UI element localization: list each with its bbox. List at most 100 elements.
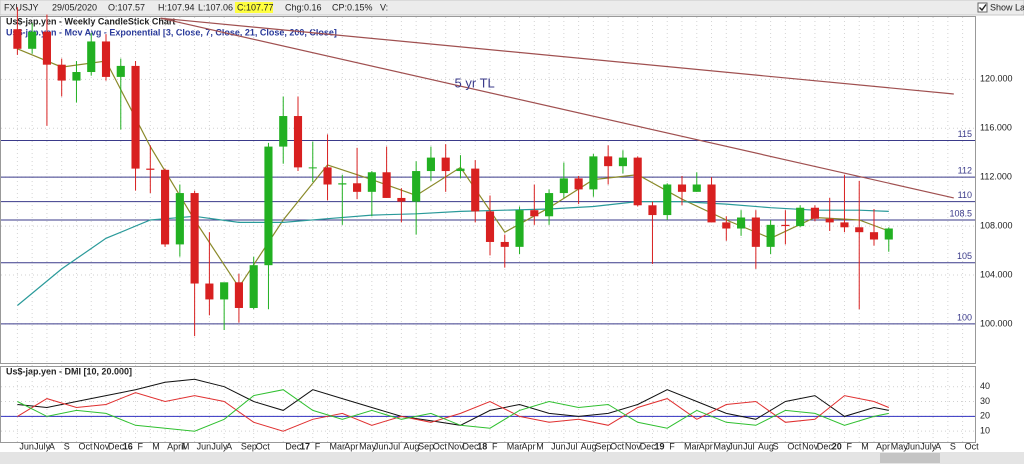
level-label: 115 (958, 129, 972, 139)
x-tick-label: Sep (418, 441, 434, 451)
candle-body (338, 183, 347, 185)
x-tick-label: Nov (802, 441, 819, 451)
candle-body (604, 156, 613, 167)
dmi-line (17, 389, 889, 432)
x-tick-label: Apr (344, 441, 358, 451)
open: O:107.57 (108, 2, 145, 12)
x-tick-label: Dec (285, 441, 302, 451)
candle-body (205, 283, 214, 300)
candle-body (884, 228, 893, 240)
candle-body (722, 222, 731, 229)
candle-body (825, 218, 834, 223)
x-tick-label: F (138, 441, 144, 451)
change-pct: CP:0.15% (332, 2, 373, 12)
x-tick-label: Mar (330, 441, 346, 451)
volume: V: (380, 2, 388, 12)
x-tick-label: 20 (832, 441, 842, 451)
x-tick-label: July (211, 441, 228, 451)
x-tick-label: Jun (551, 441, 566, 451)
dmi-line (17, 392, 889, 432)
candle-body (220, 282, 229, 300)
candle-body (382, 172, 391, 198)
x-tick-label: S (950, 441, 956, 451)
x-tick-label: Dec (817, 441, 834, 451)
annotation: 5 yr TL (455, 76, 495, 91)
candle-body (751, 217, 760, 247)
scroll-thumb[interactable] (880, 453, 940, 463)
candle-body (264, 146, 273, 266)
main-subtitle: Us$-jap.yen - Mov Avg - Exponential [3, … (6, 27, 337, 37)
x-tick-label: Jul (389, 441, 401, 451)
y-tick-label: 116.000 (980, 123, 1012, 133)
candle-body (323, 167, 332, 185)
candle-body (161, 169, 170, 245)
change: Chg:0.16 (285, 2, 322, 12)
x-tick-label: Aug (403, 441, 419, 451)
level-label: 105 (957, 251, 972, 261)
show-last-checkbox[interactable] (977, 2, 988, 13)
level-label: 112 (958, 166, 972, 176)
x-tick-label: Oct (433, 441, 448, 451)
x-tick-label: Jul (743, 441, 755, 451)
high: H:107.94 (158, 2, 195, 12)
candle-body (412, 171, 421, 202)
candle-body (13, 29, 22, 49)
x-tick-label: Oct (78, 441, 93, 451)
x-tick-label: F (669, 441, 675, 451)
candle-body (116, 65, 125, 77)
x-tick-label: Nov (93, 441, 110, 451)
candle-body (796, 207, 805, 227)
main-panel (0, 16, 976, 364)
x-tick-label: 16 (123, 441, 133, 451)
x-tick-label: Jun (374, 441, 389, 451)
candle-body (28, 31, 37, 49)
candle-body (353, 183, 362, 192)
x-tick-label: Mar (507, 441, 523, 451)
candle-body (530, 210, 539, 217)
candle-body (485, 211, 495, 242)
x-tick-label: Oct (256, 441, 271, 451)
candle-body (781, 224, 790, 227)
candle-body (72, 72, 81, 81)
candle-body (190, 193, 199, 284)
x-tick-label: S (773, 441, 779, 451)
x-tick-label: Dec (462, 441, 479, 451)
x-tick-label: F (315, 441, 321, 451)
candle-body (234, 282, 243, 308)
candle-body (456, 168, 465, 172)
candle-body (633, 157, 642, 206)
candle-body (663, 184, 672, 216)
x-tick-label: Jun (906, 441, 921, 451)
x-tick-label: Apr (876, 441, 890, 451)
x-tick-label: Aug (581, 441, 597, 451)
candle-body (855, 227, 864, 233)
x-tick-label: May (891, 441, 909, 451)
x-tick-label: A (226, 441, 232, 451)
level-label: 108.5 (949, 208, 972, 218)
x-tick-label: May (359, 441, 377, 451)
show-last-label[interactable]: Show Last (990, 2, 1024, 12)
y-tick-label: 40 (980, 381, 990, 391)
x-tick-label: July (34, 441, 51, 451)
trendline (160, 17, 954, 95)
dmi-title: Us$-jap.yen - DMI [10, 20.000] (6, 366, 132, 376)
candle-body (677, 184, 687, 192)
candle-body (574, 178, 583, 190)
x-tick-label: July (920, 441, 937, 451)
candle-body (42, 31, 51, 65)
x-tick-label: M (152, 441, 160, 451)
x-tick-label: F (846, 441, 852, 451)
close-highlight (235, 2, 273, 13)
x-tick-label: Dec (108, 441, 125, 451)
candle-body (426, 157, 435, 172)
x-tick-label: Oct (787, 441, 802, 451)
candle-body (175, 193, 184, 245)
x-tick-label: Jun (19, 441, 34, 451)
y-tick-label: 100.000 (980, 318, 1013, 328)
candle-body (869, 232, 879, 240)
x-tick-label: Nov (448, 441, 465, 451)
candle-body (810, 207, 819, 219)
candle-body (397, 197, 406, 202)
scrollbar[interactable] (0, 452, 1024, 464)
